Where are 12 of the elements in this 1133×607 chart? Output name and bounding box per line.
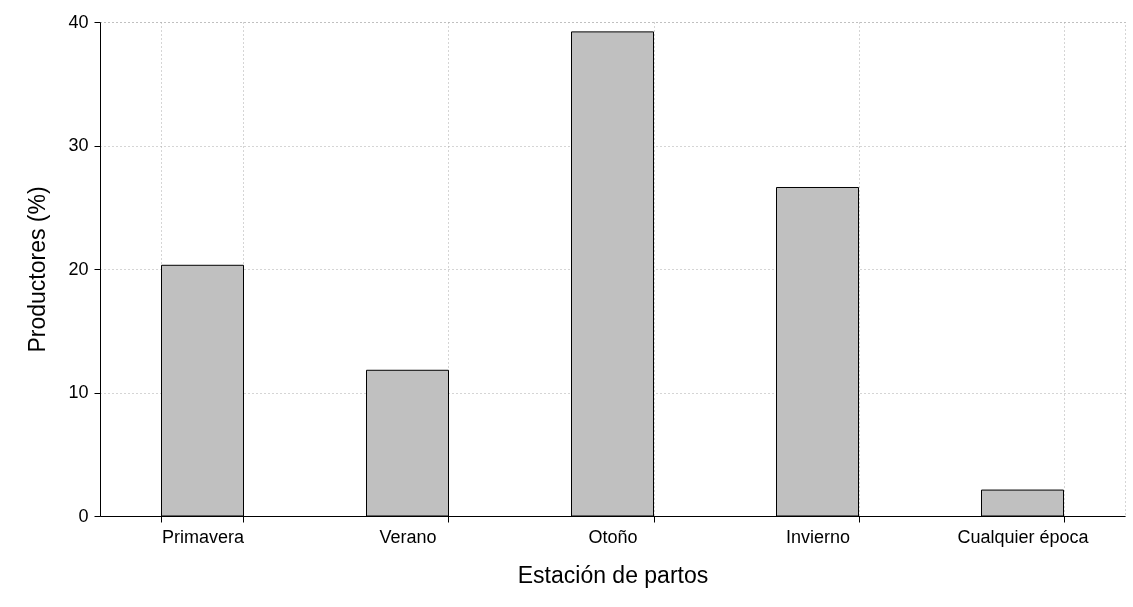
- x-tick-label: Otoño: [588, 526, 638, 547]
- x-tick-label: Invierno: [785, 526, 851, 547]
- x-tick-label: Primavera: [161, 526, 245, 547]
- x-tick-label: Cualquier época: [957, 526, 1090, 547]
- x-tick-label: Verano: [379, 526, 437, 547]
- y-tick-label: 20: [68, 258, 89, 279]
- y-tick-label: 40: [68, 11, 89, 32]
- y-tick-label: 30: [68, 135, 89, 155]
- y-tick-label: 0: [78, 505, 89, 526]
- y-tick-label: 10: [68, 382, 89, 402]
- x-axis-title: Estación de partos: [517, 561, 709, 588]
- y-axis-title: Productores (%): [24, 186, 51, 353]
